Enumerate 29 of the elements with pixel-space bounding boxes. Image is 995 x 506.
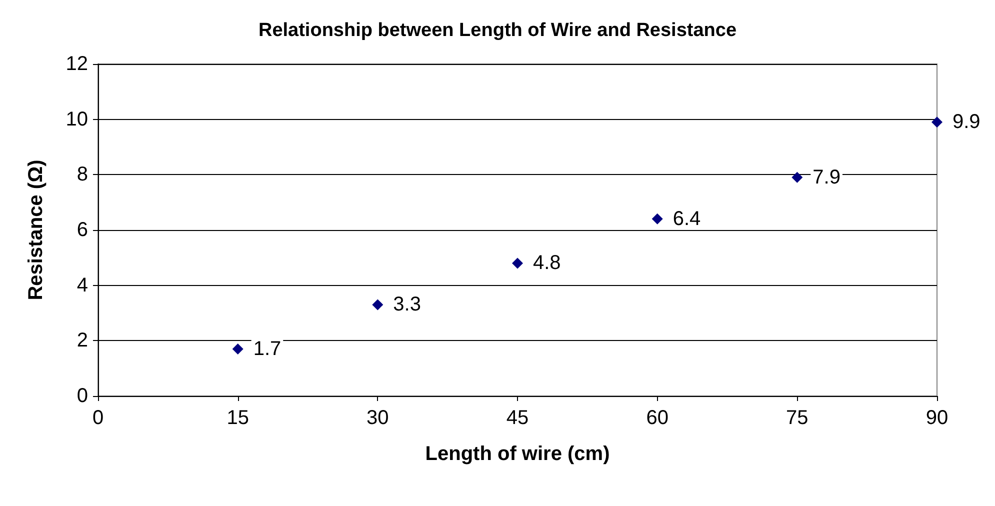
x-tick-label: 30 <box>366 407 389 429</box>
y-tick-label: 0 <box>76 385 88 407</box>
y-tick-label: 12 <box>66 53 88 75</box>
x-axis-title: Length of wire (cm) <box>425 443 610 465</box>
x-tick-label: 75 <box>786 407 808 429</box>
y-tick-label: 10 <box>66 108 88 130</box>
point <box>372 299 384 310</box>
y-tick-label: 8 <box>76 164 88 186</box>
point <box>512 258 523 269</box>
data-label: 3.3 <box>393 294 421 316</box>
x-tick-label: 60 <box>646 407 668 429</box>
data-label: 9.9 <box>952 111 980 134</box>
point <box>652 213 663 224</box>
y-tick-label: 6 <box>76 219 88 241</box>
y-tick-label: 4 <box>76 274 88 296</box>
x-tick-label: 45 <box>506 407 529 429</box>
point <box>792 172 803 183</box>
x-tick-label: 0 <box>92 407 104 429</box>
x-tick-label: 90 <box>926 407 948 429</box>
chart-title: Relationship between Length of Wire and Resistance <box>258 20 737 41</box>
data-label: 7.9 <box>812 166 840 188</box>
point <box>232 343 244 354</box>
y-axis-title: Resistance (Ω) <box>25 160 47 300</box>
data-label: 4.8 <box>533 252 561 274</box>
y-tick-label: 2 <box>76 330 88 352</box>
data-label: 6.4 <box>672 208 701 230</box>
data-label: 1.7 <box>253 338 282 360</box>
x-tick-label: 15 <box>226 407 249 429</box>
point <box>932 116 942 128</box>
